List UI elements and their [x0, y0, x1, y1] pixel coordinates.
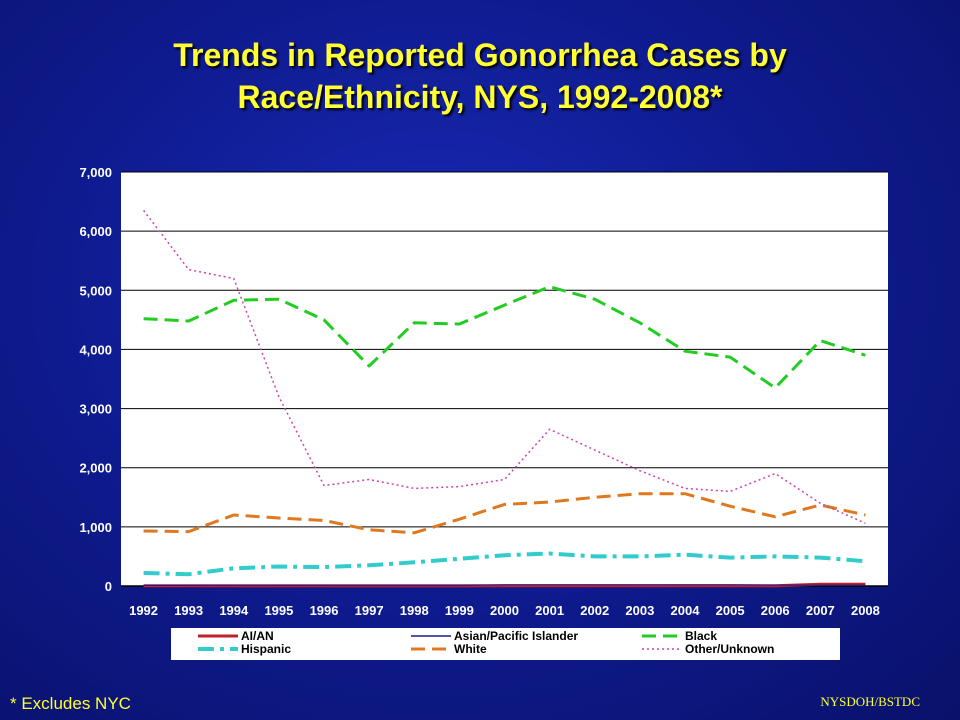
x-tick-label: 1998 [400, 603, 429, 618]
x-tick-label: 2000 [490, 603, 519, 618]
x-tick-label: 2001 [535, 603, 564, 618]
legend-label: Asian/Pacific Islander [454, 629, 578, 643]
x-tick-label: 2008 [851, 603, 880, 618]
y-tick-label: 7,000 [79, 165, 112, 180]
chart-title: Trends in Reported Gonorrhea Cases by Ra… [0, 34, 960, 118]
legend-label: Black [685, 629, 717, 643]
x-tick-label: 1996 [310, 603, 339, 618]
series-line-other-unknown [143, 209, 866, 524]
x-tick-label: 2004 [671, 603, 701, 618]
y-tick-label: 3,000 [79, 402, 112, 417]
legend-label: White [454, 642, 487, 656]
y-tick-label: 0 [105, 579, 112, 594]
legend-box [171, 628, 840, 660]
x-tick-label: 2006 [761, 603, 790, 618]
series-line-hispanic [143, 551, 866, 577]
series-line-asian-pacific-islander [143, 584, 866, 586]
y-tick-label: 5,000 [79, 283, 112, 298]
x-tick-label: 2003 [625, 603, 654, 618]
x-tick-label: 1992 [129, 603, 158, 618]
y-tick-label: 2,000 [79, 461, 112, 476]
x-tick-label: 2005 [716, 603, 745, 618]
legend-label: AI/AN [241, 629, 274, 643]
title-line-2: Race/Ethnicity, NYS, 1992-2008* [237, 79, 723, 115]
x-tick-label: 1997 [355, 603, 384, 618]
title-line-1: Trends in Reported Gonorrhea Cases by [173, 37, 787, 73]
x-tick-label: 2002 [580, 603, 609, 618]
y-tick-label: 4,000 [79, 342, 112, 357]
footnote: * Excludes NYC [10, 694, 131, 713]
series-line-white [143, 492, 866, 535]
legend-label: Hispanic [241, 642, 291, 656]
x-tick-label: 1999 [445, 603, 474, 618]
x-tick-label: 2007 [806, 603, 835, 618]
x-tick-label: 1994 [219, 603, 249, 618]
x-tick-label: 1995 [264, 603, 293, 618]
source-credit: NYSDOH/BSTDC [820, 694, 920, 709]
legend-label: Other/Unknown [685, 642, 774, 656]
y-tick-label: 6,000 [79, 224, 112, 239]
plot-area [121, 172, 888, 586]
x-tick-label: 1993 [174, 603, 203, 618]
y-tick-label: 1,000 [79, 520, 112, 535]
series-line-black [143, 285, 866, 390]
